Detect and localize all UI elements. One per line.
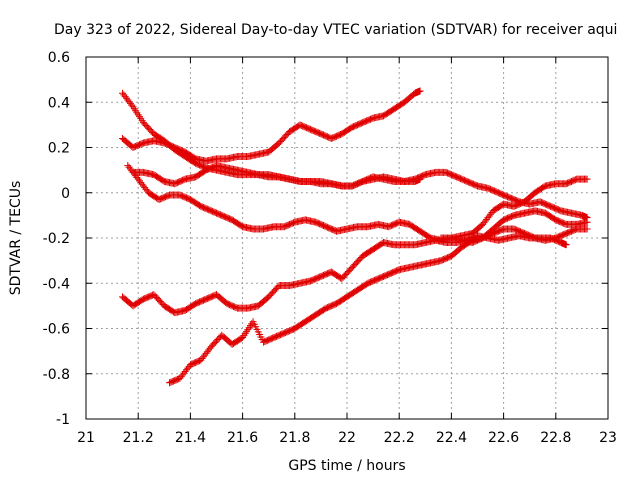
data-point	[583, 225, 591, 233]
x-tick-label: 22.4	[436, 430, 467, 446]
x-tick-label: 21.8	[279, 430, 310, 446]
series-arc-c	[129, 162, 591, 222]
y-tick-label: -0.6	[43, 322, 70, 338]
y-tick-label: -0.2	[43, 231, 70, 247]
series-arc-b	[119, 87, 424, 165]
x-axis-label: GPS time / hours	[288, 458, 405, 474]
data-point	[416, 87, 424, 95]
data-points	[119, 87, 591, 387]
x-tick-label: 21.6	[227, 430, 258, 446]
y-tick-label: 0	[61, 186, 70, 202]
y-axis-label: SDTVAR / TECUs	[8, 181, 24, 296]
data-point	[128, 101, 136, 109]
series-arc-f	[166, 225, 591, 387]
y-tick-label: 0.6	[48, 50, 70, 66]
axis-ticks: 21 21.2 21.4 21.6 21.8 22 22.2 22.4 22.6 22.8 23 0.…	[43, 50, 617, 446]
x-tick-label: 23	[599, 430, 617, 446]
series-arc-e	[119, 232, 570, 317]
y-tick-label: 0.2	[48, 141, 70, 157]
x-tick-label: 22	[338, 430, 356, 446]
chart-title: Day 323 of 2022, Sidereal Day-to-day VTE…	[54, 22, 617, 38]
x-tick-label: 21.2	[123, 430, 154, 446]
y-tick-label: -1	[56, 412, 70, 428]
x-tick-label: 22.2	[384, 430, 415, 446]
series-arc-g	[437, 175, 591, 242]
y-tick-label: -0.4	[43, 276, 70, 292]
plot-frame	[85, 56, 609, 420]
data-point	[583, 218, 591, 226]
x-tick-label: 22.8	[540, 430, 571, 446]
x-tick-label: 21.4	[175, 430, 206, 446]
y-tick-label: 0.4	[48, 95, 70, 111]
data-point	[583, 175, 591, 183]
data-point	[562, 241, 570, 249]
x-tick-label: 22.6	[488, 430, 519, 446]
y-tick-label: -0.8	[43, 367, 70, 383]
x-tick-label: 21	[77, 430, 95, 446]
